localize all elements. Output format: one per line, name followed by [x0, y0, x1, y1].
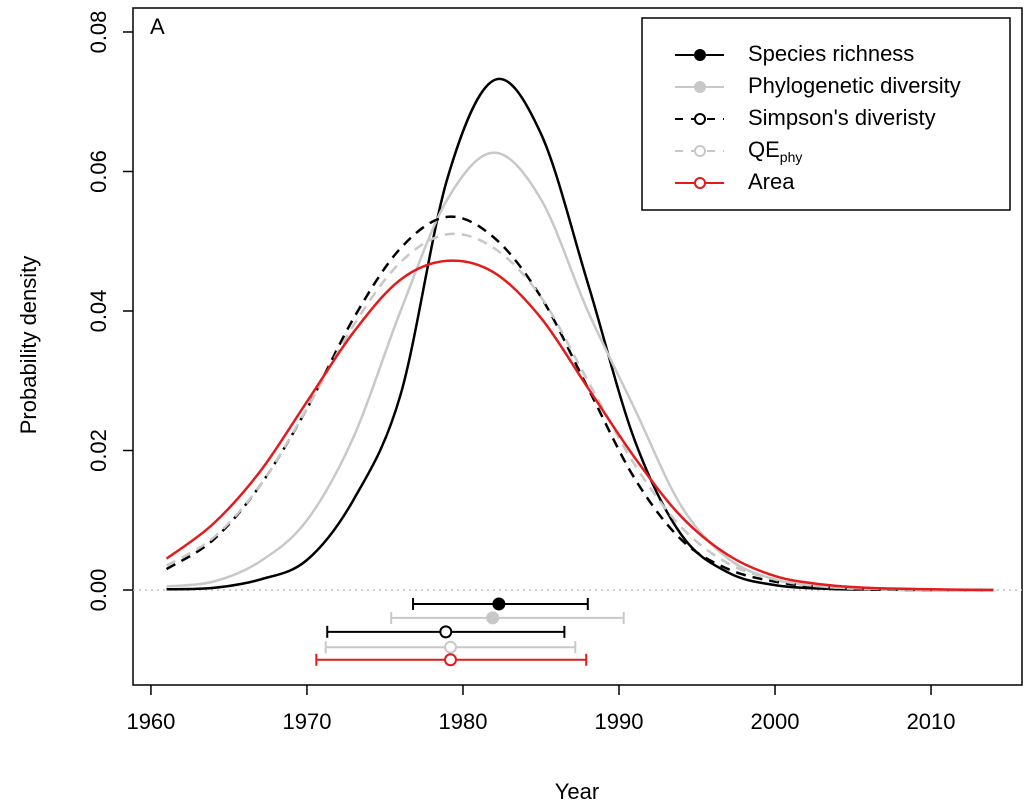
point-estimate [444, 640, 457, 654]
legend-marker [694, 145, 706, 157]
legend-marker [694, 49, 706, 61]
plot-frame [132, 7, 1023, 686]
legend-name-sub: phy [780, 149, 803, 165]
density-curve [166, 77, 994, 592]
legend-name: QE [748, 137, 780, 162]
legend-name: Area [748, 169, 795, 194]
point-estimate [439, 625, 453, 639]
x-tick-label: 1980 [439, 709, 488, 734]
legend-label: Area [748, 169, 795, 194]
density-curve [165, 232, 994, 592]
x-axis-label: Year [555, 779, 599, 804]
legend-label: Species richness [748, 41, 914, 66]
point-estimate [492, 597, 506, 611]
point-estimate [444, 653, 457, 667]
legend-marker [694, 81, 706, 93]
x-tick-label: 2000 [751, 709, 800, 734]
y-tick-label: 0.08 [86, 11, 111, 54]
legend-box [641, 17, 1011, 211]
x-tick-label: 2010 [907, 709, 956, 734]
density-curve [165, 259, 994, 592]
legend-label: QEphy [748, 137, 802, 165]
point-estimate [486, 611, 500, 625]
y-tick-label: 0.06 [86, 150, 111, 193]
legend-marker [694, 177, 706, 189]
density-curve [166, 151, 994, 592]
x-tick-label: 1960 [126, 709, 175, 734]
density-curve [165, 215, 994, 592]
legend-name: Simpson's diveristy [748, 105, 936, 130]
x-tick-label: 1990 [595, 709, 644, 734]
panel-label: A [150, 14, 165, 39]
legend-name: Phylogenetic diversity [748, 73, 961, 98]
y-tick-label: 0.04 [86, 290, 111, 333]
x-tick-label: 1970 [282, 709, 331, 734]
y-tick-label: 0.02 [86, 429, 111, 472]
legend-name: Species richness [748, 41, 914, 66]
legend-label: Phylogenetic diversity [748, 73, 961, 98]
y-axis-label: Probability density [16, 256, 41, 435]
y-tick-label: 0.00 [86, 569, 111, 612]
legend-marker [694, 113, 706, 125]
legend-label: Simpson's diveristy [748, 105, 936, 130]
